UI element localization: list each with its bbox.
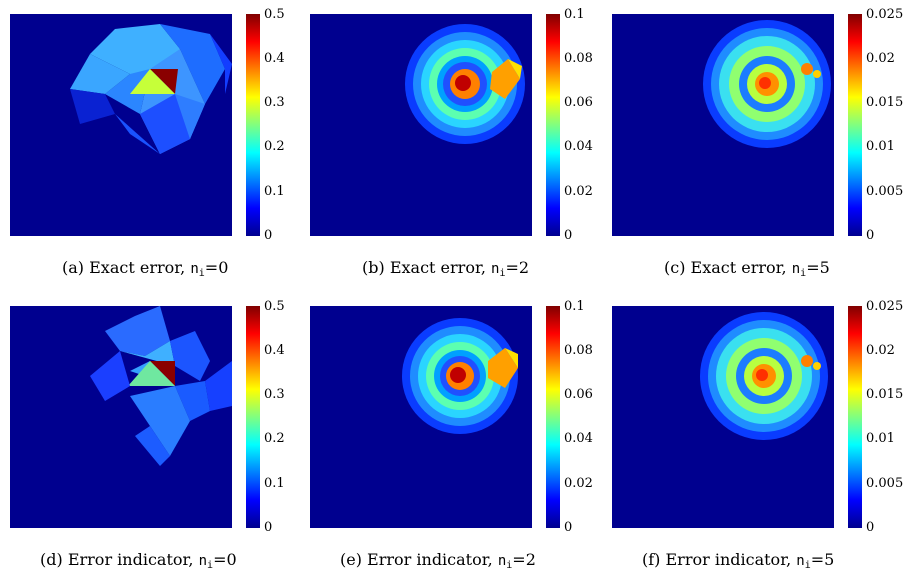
colorbar-tick: 0.2 <box>264 139 285 154</box>
colorbar-tick: 0.1 <box>264 184 285 199</box>
panel-b: 0 0.02 0.04 0.06 0.08 0.1 (b) Exact erro… <box>310 8 600 284</box>
colorbar-tick: 0.5 <box>264 7 285 22</box>
caption-b: (b) Exact error, ni=2 <box>362 258 530 279</box>
caption-f: (f) Error indicator, ni=5 <box>642 550 835 571</box>
colorbar-tick: 0 <box>264 520 273 535</box>
caption-a: (a) Exact error, ni=0 <box>62 258 229 279</box>
colorbar-tick: 0.015 <box>866 95 904 110</box>
colorbar-a <box>246 14 260 236</box>
colorbar-tick: 0.08 <box>564 343 593 358</box>
colorbar-d <box>246 306 260 528</box>
colorbar-tick: 0 <box>866 228 875 243</box>
colorbar-tick: 0.015 <box>866 387 904 402</box>
colorbar-tick: 0.01 <box>866 431 895 446</box>
colorbar-tick: 0.04 <box>564 431 593 446</box>
colorbar-tick: 0.3 <box>264 387 285 402</box>
mesh-c <box>703 20 831 148</box>
colorbar-tick: 0.02 <box>866 343 895 358</box>
colorbar-tick: 0.025 <box>866 299 904 314</box>
colorbar-tick: 0.01 <box>866 139 895 154</box>
colorbar-tick: 0.08 <box>564 51 593 66</box>
colorbar-tick: 0.06 <box>564 387 593 402</box>
panel-a: 0 0.1 0.2 0.3 0.4 0.5 (a) Exact error, n… <box>10 8 300 284</box>
colorbar-tick: 0.1 <box>564 299 585 314</box>
panel-f: 0 0.005 0.01 0.015 0.02 0.025 (f) Error … <box>612 300 904 576</box>
mesh-d <box>90 306 232 466</box>
colorbar-tick: 0 <box>564 520 573 535</box>
panel-c: 0 0.005 0.01 0.015 0.02 0.025 (c) Exact … <box>612 8 904 284</box>
mesh-f <box>700 312 828 440</box>
colorbar-tick: 0.1 <box>564 7 585 22</box>
colorbar-c <box>848 14 862 236</box>
error-plot-d <box>10 306 232 528</box>
colorbar-tick: 0.02 <box>866 51 895 66</box>
colorbar-tick: 0.1 <box>264 476 285 491</box>
caption-c: (c) Exact error, ni=5 <box>664 258 830 279</box>
error-plot-c <box>612 14 834 236</box>
mesh-a <box>70 24 232 154</box>
panel-d: 0 0.1 0.2 0.3 0.4 0.5 (d) Error indicato… <box>10 300 300 576</box>
caption-e: (e) Error indicator, ni=2 <box>340 550 536 571</box>
colorbar-tick: 0.04 <box>564 139 593 154</box>
error-plot-a <box>10 14 232 236</box>
colorbar-tick: 0.2 <box>264 431 285 446</box>
mesh-e <box>402 318 518 434</box>
colorbar-tick: 0.3 <box>264 95 285 110</box>
colorbar-tick: 0.4 <box>264 343 285 358</box>
caption-d: (d) Error indicator, ni=0 <box>40 550 237 571</box>
colorbar-b <box>546 14 560 236</box>
error-plot-b <box>310 14 532 236</box>
colorbar-tick: 0.005 <box>866 184 904 199</box>
colorbar-tick: 0 <box>866 520 875 535</box>
colorbar-tick: 0.06 <box>564 95 593 110</box>
colorbar-tick: 0.025 <box>866 7 904 22</box>
error-plot-e <box>310 306 532 528</box>
mesh-b <box>405 24 525 144</box>
colorbar-tick: 0.5 <box>264 299 285 314</box>
colorbar-e <box>546 306 560 528</box>
colorbar-tick: 0 <box>564 228 573 243</box>
panel-e: 0 0.02 0.04 0.06 0.08 0.1 (e) Error indi… <box>310 300 600 576</box>
colorbar-tick: 0 <box>264 228 273 243</box>
colorbar-tick: 0.005 <box>866 476 904 491</box>
colorbar-tick: 0.4 <box>264 51 285 66</box>
error-plot-f <box>612 306 834 528</box>
colorbar-tick: 0.02 <box>564 184 593 199</box>
colorbar-tick: 0.02 <box>564 476 593 491</box>
colorbar-f <box>848 306 862 528</box>
